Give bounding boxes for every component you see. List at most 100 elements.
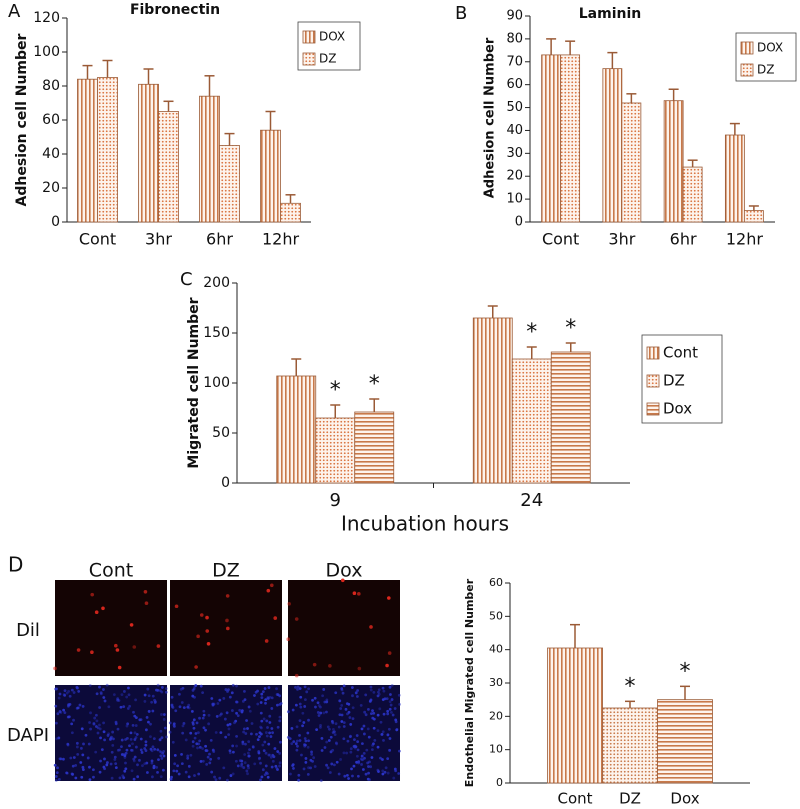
cell-dot xyxy=(160,736,164,739)
cell-dot xyxy=(114,722,118,726)
cell-dot xyxy=(75,741,79,745)
cell-dot xyxy=(140,751,144,754)
cell-dot xyxy=(298,739,302,742)
cell-dot xyxy=(332,728,335,731)
cell-dot xyxy=(205,762,209,766)
cell-dot xyxy=(129,738,133,741)
cell-dot xyxy=(56,766,59,770)
cell-dot xyxy=(387,727,391,731)
cell-dot xyxy=(257,751,261,755)
cell-dot xyxy=(55,737,59,741)
cell-dot xyxy=(173,724,176,728)
cell-dot xyxy=(278,715,282,719)
cell-dot xyxy=(253,694,256,697)
cell-dot xyxy=(172,769,176,773)
y-tick-label: 50 xyxy=(489,609,503,622)
cell-dot xyxy=(153,698,156,702)
cell-dot xyxy=(196,746,199,750)
cell-dot xyxy=(96,726,100,730)
cell-dot xyxy=(124,738,127,741)
cell-dot xyxy=(134,716,138,720)
cell-dot xyxy=(302,767,306,771)
cell-dot xyxy=(227,727,231,731)
cell-dot xyxy=(191,694,195,698)
cell-dot xyxy=(92,721,96,725)
y-axis-label: Endothelial Migrated cell Number xyxy=(463,578,476,787)
cell-dot xyxy=(319,779,323,783)
cell-dot xyxy=(170,703,174,707)
cell-dot xyxy=(123,754,127,758)
cell-dot xyxy=(260,692,264,696)
cell-dot xyxy=(387,651,392,655)
cell-dot xyxy=(126,707,130,710)
cell-dot xyxy=(70,731,74,735)
cell-dot xyxy=(134,698,138,702)
y-tick-label: 100 xyxy=(33,44,60,60)
cell-dot xyxy=(334,722,338,726)
cell-dot xyxy=(264,764,268,768)
cell-dot xyxy=(150,761,154,765)
cell-dot xyxy=(71,764,75,768)
cell-dot xyxy=(124,751,128,755)
cell-dot xyxy=(165,687,168,690)
cell-dot xyxy=(267,742,271,746)
cell-dot xyxy=(76,753,80,756)
cell-dot xyxy=(191,722,195,726)
cell-dot xyxy=(57,696,61,700)
cell-dot xyxy=(350,767,353,771)
cell-dot xyxy=(96,731,100,735)
cell-dot xyxy=(349,747,353,751)
cell-dot xyxy=(175,769,179,773)
cell-dot xyxy=(307,718,310,722)
cell-dot xyxy=(294,703,298,707)
y-tick-label: 120 xyxy=(33,10,60,26)
cell-dot xyxy=(219,712,223,716)
cell-dot xyxy=(123,690,126,693)
cell-dot xyxy=(295,748,299,752)
cell-dot xyxy=(338,713,342,717)
bar xyxy=(77,78,98,223)
cell-dot xyxy=(202,726,206,730)
cell-dot xyxy=(351,774,354,778)
cell-dot xyxy=(63,711,67,715)
cell-dot xyxy=(393,707,397,710)
cell-dot xyxy=(247,740,251,744)
cell-dot xyxy=(294,673,299,678)
cell-dot xyxy=(372,711,376,715)
cell-dot xyxy=(319,705,322,709)
cell-dot xyxy=(174,604,179,609)
cell-dot xyxy=(72,756,76,759)
cell-dot xyxy=(122,776,126,780)
cell-dot xyxy=(187,764,191,768)
cell-dot xyxy=(156,683,160,687)
x-tick-label: Cont xyxy=(79,230,116,249)
cell-dot xyxy=(255,732,258,736)
cell-dot xyxy=(110,735,113,739)
cell-dot xyxy=(360,727,364,731)
bar xyxy=(560,54,581,223)
cell-dot xyxy=(268,731,272,735)
cell-dot xyxy=(351,694,354,698)
cell-dot xyxy=(291,763,295,767)
cell-dot xyxy=(152,737,156,741)
cell-dot xyxy=(312,662,317,667)
row-label: Dil xyxy=(16,620,40,641)
cell-dot xyxy=(132,777,136,781)
cell-dot xyxy=(57,736,61,740)
cell-dot xyxy=(346,739,350,743)
cell-dot xyxy=(264,701,267,705)
legend-label: DZ xyxy=(757,63,774,77)
x-tick-label: 3hr xyxy=(145,230,172,249)
cell-dot xyxy=(367,771,370,775)
cell-dot xyxy=(109,738,112,741)
cell-dot xyxy=(81,753,85,757)
cell-dot xyxy=(388,700,392,704)
legend-swatch xyxy=(740,41,754,55)
cell-dot xyxy=(253,762,257,766)
significance-marker: * xyxy=(330,378,341,403)
cell-dot xyxy=(364,693,368,697)
cell-dot xyxy=(103,699,107,703)
cell-dot xyxy=(265,734,269,738)
cell-dot xyxy=(209,739,213,742)
cell-dot xyxy=(304,760,308,764)
